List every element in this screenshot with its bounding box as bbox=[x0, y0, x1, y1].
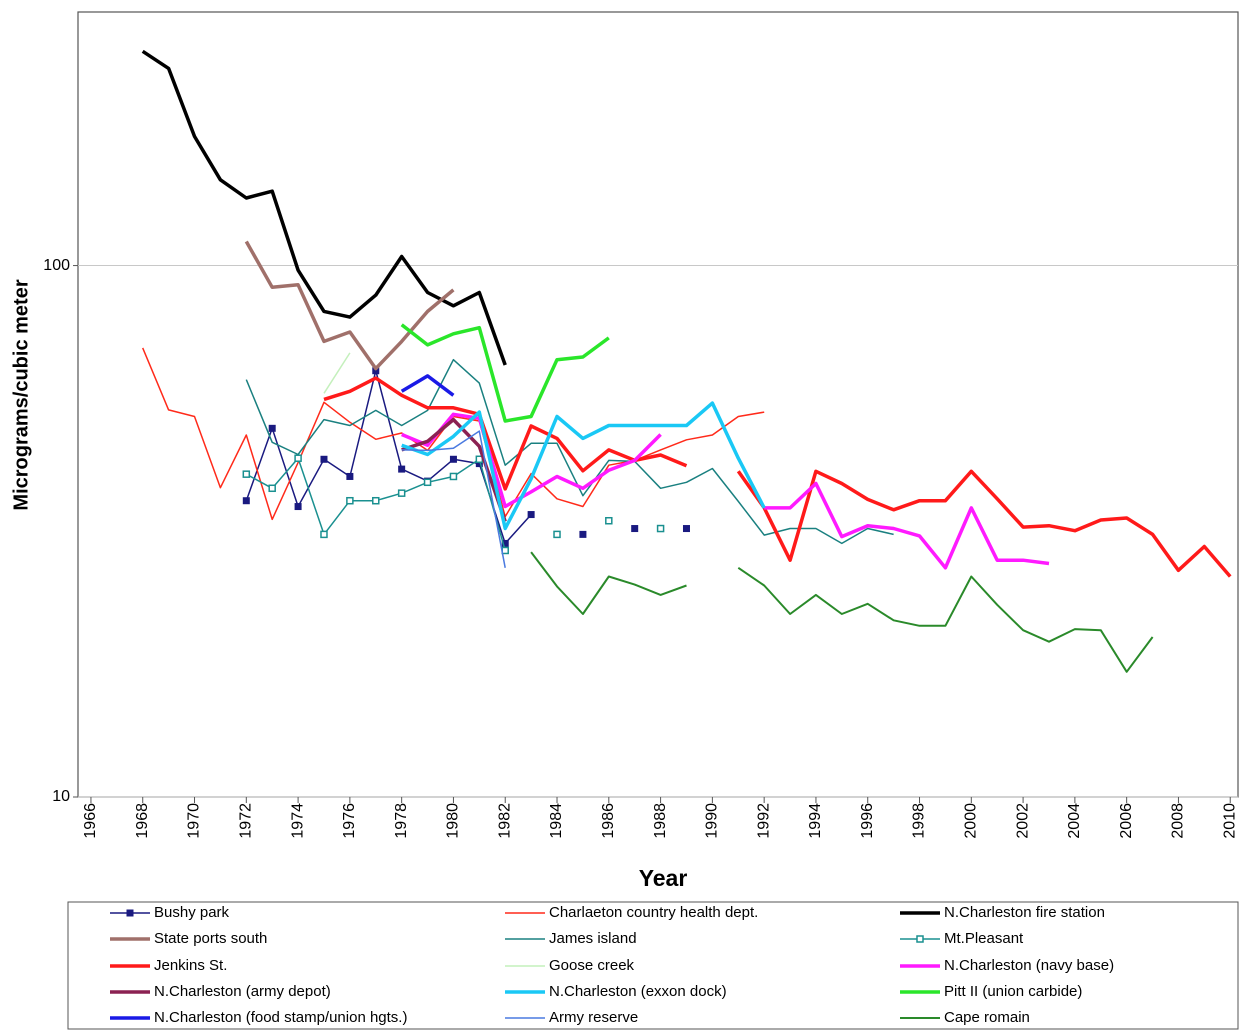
data-point bbox=[372, 496, 380, 505]
x-tick-label: 1990 bbox=[704, 803, 721, 839]
y-tick-label: 10 bbox=[52, 788, 70, 805]
series-line bbox=[245, 358, 894, 545]
x-tick-label: 2008 bbox=[1170, 803, 1187, 839]
series-line bbox=[401, 417, 507, 522]
legend-label: Bushy park bbox=[154, 904, 230, 921]
data-point bbox=[268, 424, 276, 432]
data-point bbox=[320, 455, 328, 463]
legend-box bbox=[67, 901, 1239, 1030]
x-tick-label: 1968 bbox=[134, 803, 151, 839]
legend-label: Mt.Pleasant bbox=[944, 930, 1024, 947]
x-tick-label: 1998 bbox=[911, 803, 928, 839]
x-tick-label: 1988 bbox=[652, 803, 669, 839]
x-tick-label: 2000 bbox=[963, 803, 980, 839]
data-point bbox=[268, 484, 276, 493]
series-line bbox=[400, 323, 610, 423]
data-point bbox=[242, 497, 250, 505]
series-line bbox=[323, 376, 688, 491]
legend-label: N.Charleston (food stamp/union hgts.) bbox=[154, 1009, 407, 1026]
data-point bbox=[423, 478, 432, 487]
x-tick-label: 1970 bbox=[186, 803, 203, 839]
series-line bbox=[737, 566, 1154, 673]
legend-label: James island bbox=[549, 930, 637, 947]
series-line bbox=[142, 347, 765, 521]
legend-marker bbox=[126, 909, 134, 917]
series-line bbox=[736, 469, 1232, 578]
series-line bbox=[401, 430, 506, 568]
data-point bbox=[501, 546, 509, 555]
series-line bbox=[400, 374, 455, 397]
y-axis-label: Micrograms/cubic meter bbox=[10, 279, 32, 510]
x-tick-label: 2004 bbox=[1066, 803, 1083, 839]
series-line bbox=[764, 481, 1050, 570]
x-tick-label: 2002 bbox=[1014, 803, 1031, 839]
data-point bbox=[682, 525, 690, 533]
x-tick-label: 2010 bbox=[1221, 803, 1238, 839]
data-point bbox=[294, 503, 302, 511]
x-tick-label: 1994 bbox=[807, 803, 824, 839]
x-tick-label: 1972 bbox=[238, 803, 255, 839]
y-tick-label: 100 bbox=[43, 257, 70, 274]
series-line bbox=[141, 49, 507, 366]
data-point bbox=[631, 525, 639, 533]
series-line bbox=[323, 352, 351, 394]
data-point bbox=[656, 524, 665, 533]
legend-label: N.Charleston (army depot) bbox=[154, 983, 331, 1000]
legend-label: Jenkins St. bbox=[154, 957, 227, 974]
legend-marker bbox=[916, 935, 924, 943]
series-line bbox=[530, 551, 687, 615]
legend-label: Army reserve bbox=[549, 1009, 638, 1026]
data-point bbox=[579, 530, 587, 538]
x-tick-label: 2006 bbox=[1118, 803, 1135, 839]
data-point bbox=[320, 530, 328, 539]
x-tick-label: 1982 bbox=[496, 803, 513, 839]
data-point bbox=[346, 496, 354, 505]
data-point bbox=[397, 489, 406, 497]
legend-label: N.Charleston fire station bbox=[944, 904, 1105, 921]
x-tick-label: 1978 bbox=[393, 803, 410, 839]
x-tick-label: 1976 bbox=[341, 803, 358, 839]
plot-frame bbox=[77, 11, 1239, 798]
data-point bbox=[501, 539, 509, 547]
legend-label: Pitt II (union carbide) bbox=[944, 983, 1082, 1000]
legend-label: N.Charleston (navy base) bbox=[944, 957, 1114, 974]
data-point bbox=[449, 455, 457, 463]
data-point bbox=[553, 530, 561, 539]
data-point bbox=[605, 516, 613, 525]
legend-label: N.Charleston (exxon dock) bbox=[549, 983, 727, 1000]
x-axis-label: Year bbox=[639, 865, 688, 891]
legend-label: Charlaeton country health dept. bbox=[549, 904, 758, 921]
x-tick-label: 1996 bbox=[859, 803, 876, 839]
x-tick-label: 1984 bbox=[548, 803, 565, 839]
x-tick-label: 1992 bbox=[755, 803, 772, 839]
legend-label: Goose creek bbox=[549, 957, 635, 974]
data-point bbox=[372, 367, 380, 375]
data-point bbox=[398, 465, 406, 473]
x-tick-label: 1986 bbox=[600, 803, 617, 839]
x-tick-label: 1966 bbox=[82, 803, 99, 839]
legend-label: Cape romain bbox=[944, 1009, 1030, 1026]
series-line bbox=[244, 240, 455, 371]
x-tick-label: 1974 bbox=[289, 803, 306, 839]
data-point bbox=[346, 472, 354, 480]
legend-label: State ports south bbox=[154, 930, 267, 947]
data-point bbox=[294, 454, 302, 462]
data-point bbox=[449, 472, 458, 481]
series-line bbox=[401, 401, 766, 531]
data-point bbox=[475, 460, 483, 468]
data-point bbox=[242, 470, 251, 478]
data-point bbox=[527, 511, 535, 519]
x-tick-label: 1980 bbox=[445, 803, 462, 839]
